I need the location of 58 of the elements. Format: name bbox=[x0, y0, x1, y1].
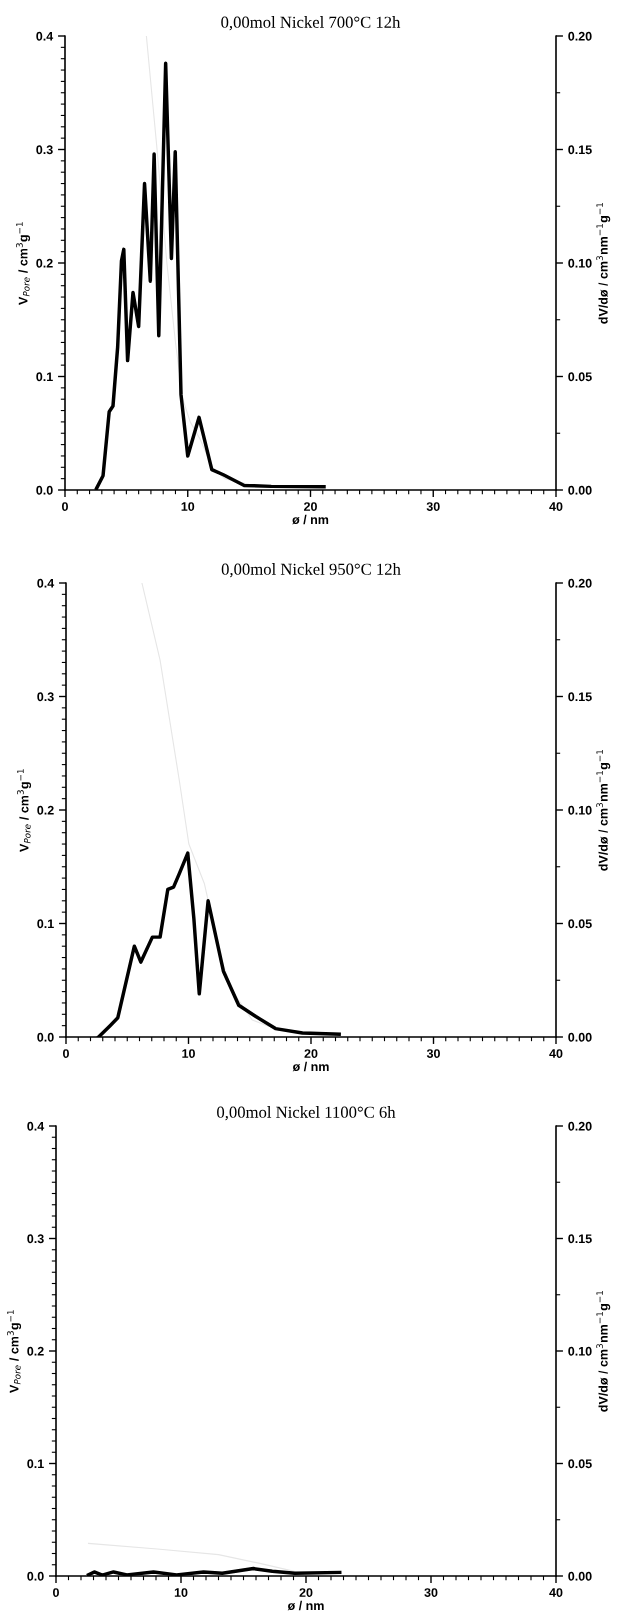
y2-tick-label: 0.10 bbox=[568, 258, 592, 268]
x-tick-label: 0 bbox=[62, 502, 68, 511]
x-axis-title: ø / nm bbox=[292, 1061, 329, 1072]
y-tick-label: 0.1 bbox=[37, 919, 54, 929]
chart-title: 0,00mol Nickel 1100°C 6h bbox=[217, 1106, 396, 1121]
y-tick-label: 0.0 bbox=[37, 1032, 54, 1042]
y2-axis-title: dV/dø / cm$^{3}$nm$^{−1}$g$^{−1}$ bbox=[596, 203, 611, 324]
y-axis-title: V$_{Pore}$ / cm$^{3}$g$^{−1}$ bbox=[7, 1310, 22, 1393]
x-tick-label: 0 bbox=[53, 1588, 59, 1597]
y2-tick-label: 0.05 bbox=[568, 1459, 592, 1469]
y2-tick-label: 0.15 bbox=[568, 692, 592, 702]
x-tick-label: 0 bbox=[63, 1049, 69, 1058]
y-tick-label: 0.2 bbox=[37, 805, 54, 815]
y2-axis-title: dV/dø / cm$^{3}$nm$^{−1}$g$^{−1}$ bbox=[596, 1291, 611, 1412]
y2-tick-label: 0.20 bbox=[568, 578, 592, 588]
y-axis-title: V$_{Pore}$ / cm$^{3}$g$^{−1}$ bbox=[16, 222, 31, 305]
y-tick-label: 0.4 bbox=[27, 1121, 45, 1131]
x-tick-label: 40 bbox=[549, 1049, 563, 1058]
y2-tick-label: 0.15 bbox=[568, 1234, 592, 1244]
y2-tick-label: 0.00 bbox=[568, 485, 592, 495]
y-tick-label: 0.2 bbox=[27, 1346, 44, 1356]
y-tick-label: 0.0 bbox=[36, 485, 53, 495]
x-tick-label: 20 bbox=[304, 1049, 318, 1058]
y-tick-label: 0.3 bbox=[27, 1234, 44, 1244]
y-axis-title: V$_{Pore}$ / cm$^{3}$g$^{−1}$ bbox=[17, 769, 32, 852]
x-tick-label: 10 bbox=[181, 502, 195, 511]
x-tick-label: 30 bbox=[426, 1049, 440, 1058]
y2-tick-label: 0.05 bbox=[568, 372, 592, 382]
x-axis-title: ø / nm bbox=[292, 514, 329, 525]
y2-tick-label: 0.05 bbox=[568, 919, 592, 929]
y2-tick-label: 0.20 bbox=[568, 31, 592, 41]
chart-title: 0,00mol Nickel 700°C 12h bbox=[221, 16, 401, 31]
x-tick-label: 10 bbox=[174, 1588, 188, 1597]
x-tick-label: 10 bbox=[182, 1049, 195, 1058]
y-tick-label: 0.3 bbox=[36, 145, 53, 155]
x-tick-label: 30 bbox=[424, 1588, 438, 1597]
x-tick-label: 40 bbox=[549, 1588, 563, 1597]
y2-tick-label: 0.00 bbox=[568, 1032, 592, 1042]
y-tick-label: 0.4 bbox=[37, 578, 55, 588]
x-tick-label: 20 bbox=[303, 502, 317, 511]
y-tick-label: 0.1 bbox=[36, 372, 53, 382]
y-tick-label: 0.4 bbox=[36, 31, 54, 41]
x-axis-title: ø / nm bbox=[287, 1600, 324, 1611]
y2-tick-label: 0.00 bbox=[568, 1571, 592, 1581]
y2-tick-label: 0.20 bbox=[568, 1121, 592, 1131]
y2-axis-title: dV/dø / cm$^{3}$nm$^{−1}$g$^{−1}$ bbox=[596, 750, 611, 871]
y-tick-label: 0.2 bbox=[36, 258, 53, 268]
y-tick-label: 0.3 bbox=[37, 692, 54, 702]
y2-tick-label: 0.10 bbox=[568, 805, 592, 815]
chart-title: 0,00mol Nickel 950°C 12h bbox=[221, 563, 401, 578]
x-tick-label: 20 bbox=[299, 1588, 313, 1597]
y-tick-label: 0.1 bbox=[27, 1459, 44, 1469]
x-tick-label: 30 bbox=[426, 502, 440, 511]
line-series bbox=[87, 1542, 296, 1573]
y-tick-label: 0.0 bbox=[27, 1571, 44, 1581]
y2-tick-label: 0.10 bbox=[568, 1346, 592, 1356]
y2-tick-label: 0.15 bbox=[568, 145, 592, 155]
x-tick-label: 40 bbox=[549, 502, 563, 511]
